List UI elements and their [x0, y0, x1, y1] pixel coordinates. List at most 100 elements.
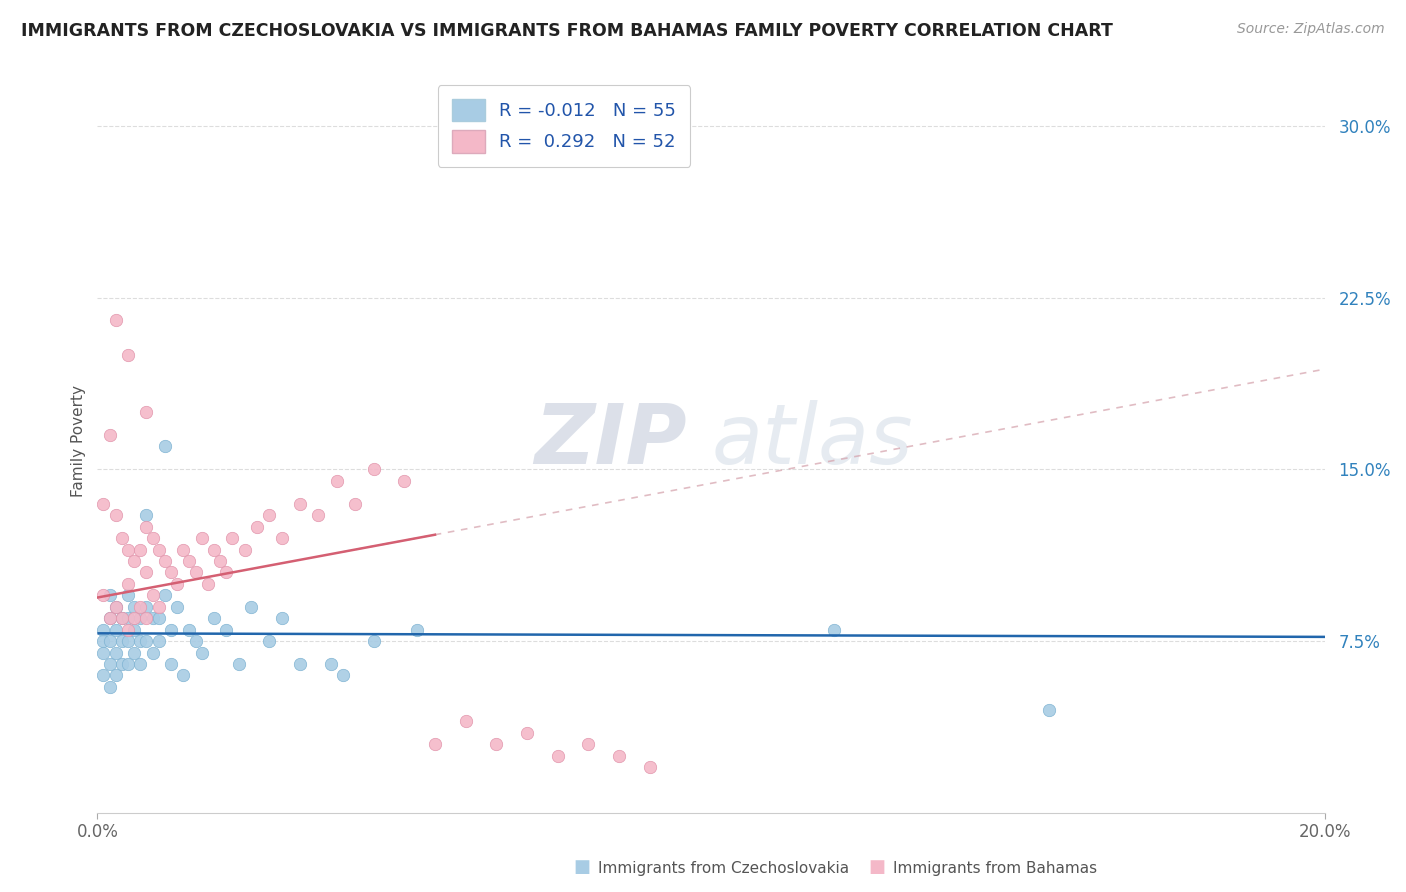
Text: Immigrants from Bahamas: Immigrants from Bahamas	[893, 861, 1097, 876]
Point	[270, 531, 292, 545]
Point	[153, 439, 176, 453]
Point	[135, 599, 157, 614]
Point	[129, 657, 152, 671]
Point	[129, 599, 152, 614]
Y-axis label: Family Poverty: Family Poverty	[72, 384, 86, 497]
Point	[111, 634, 134, 648]
Point	[547, 748, 569, 763]
Point	[98, 611, 121, 625]
Point	[135, 611, 157, 625]
Point	[363, 462, 385, 476]
Point	[166, 577, 188, 591]
Point	[202, 611, 225, 625]
Point	[184, 566, 207, 580]
Point	[104, 313, 127, 327]
Point	[454, 714, 477, 729]
Point	[288, 497, 311, 511]
Text: ■: ■	[869, 858, 886, 876]
Point	[98, 680, 121, 694]
Point	[148, 599, 170, 614]
Point	[122, 611, 145, 625]
Point	[104, 646, 127, 660]
Point	[405, 623, 427, 637]
Point	[98, 428, 121, 442]
Point	[93, 668, 115, 682]
Point	[239, 599, 262, 614]
Point	[172, 542, 194, 557]
Point	[111, 531, 134, 545]
Point	[319, 657, 342, 671]
Point	[326, 474, 349, 488]
Point	[93, 588, 115, 602]
Text: IMMIGRANTS FROM CZECHOSLOVAKIA VS IMMIGRANTS FROM BAHAMAS FAMILY POVERTY CORRELA: IMMIGRANTS FROM CZECHOSLOVAKIA VS IMMIGR…	[21, 22, 1114, 40]
Text: Source: ZipAtlas.com: Source: ZipAtlas.com	[1237, 22, 1385, 37]
Point	[117, 657, 139, 671]
Point	[117, 634, 139, 648]
Point	[122, 646, 145, 660]
Point	[246, 519, 269, 533]
Point	[148, 634, 170, 648]
Point	[111, 611, 134, 625]
Point	[215, 566, 238, 580]
Point	[153, 588, 176, 602]
Point	[129, 542, 152, 557]
Point	[104, 508, 127, 523]
Point	[98, 634, 121, 648]
Point	[104, 668, 127, 682]
Point	[233, 542, 256, 557]
Point	[117, 577, 139, 591]
Point	[344, 497, 367, 511]
Legend: R = -0.012   N = 55, R =  0.292   N = 52: R = -0.012 N = 55, R = 0.292 N = 52	[437, 85, 690, 167]
Point	[142, 611, 165, 625]
Point	[202, 542, 225, 557]
Point	[1038, 703, 1060, 717]
Point	[638, 760, 661, 774]
Point	[190, 646, 212, 660]
Point	[117, 348, 139, 362]
Point	[307, 508, 329, 523]
Point	[135, 508, 157, 523]
Point	[221, 531, 243, 545]
Point	[148, 611, 170, 625]
Point	[172, 668, 194, 682]
Point	[332, 668, 354, 682]
Point	[142, 531, 165, 545]
Point	[142, 646, 165, 660]
Point	[209, 554, 232, 568]
Point	[129, 634, 152, 648]
Point	[122, 554, 145, 568]
Point	[215, 623, 238, 637]
Text: Immigrants from Czechoslovakia: Immigrants from Czechoslovakia	[598, 861, 849, 876]
Text: ■: ■	[574, 858, 591, 876]
Point	[485, 737, 508, 751]
Point	[160, 657, 183, 671]
Point	[197, 577, 219, 591]
Point	[98, 611, 121, 625]
Point	[142, 588, 165, 602]
Point	[104, 599, 127, 614]
Point	[135, 519, 157, 533]
Point	[98, 588, 121, 602]
Point	[93, 646, 115, 660]
Point	[148, 542, 170, 557]
Point	[135, 634, 157, 648]
Point	[823, 623, 845, 637]
Point	[228, 657, 250, 671]
Point	[117, 611, 139, 625]
Point	[111, 657, 134, 671]
Point	[288, 657, 311, 671]
Point	[423, 737, 446, 751]
Point	[394, 474, 416, 488]
Point	[179, 554, 201, 568]
Point	[516, 725, 538, 739]
Point	[122, 623, 145, 637]
Point	[129, 611, 152, 625]
Point	[578, 737, 600, 751]
Point	[122, 599, 145, 614]
Point	[179, 623, 201, 637]
Point	[160, 623, 183, 637]
Point	[135, 405, 157, 419]
Point	[607, 748, 630, 763]
Point	[166, 599, 188, 614]
Point	[184, 634, 207, 648]
